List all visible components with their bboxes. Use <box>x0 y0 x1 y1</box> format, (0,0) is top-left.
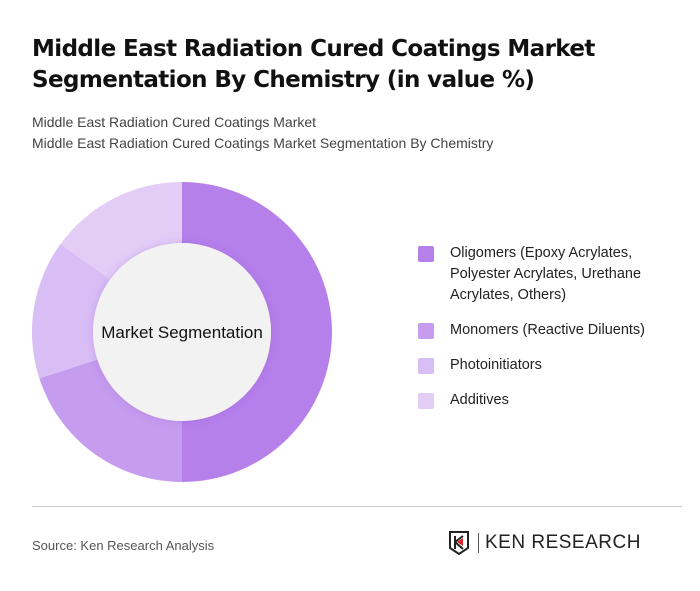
legend-item: Additives <box>418 390 678 411</box>
legend-item: Oligomers (Epoxy Acrylates, Polyester Ac… <box>418 243 678 306</box>
legend-label: Photoinitiators <box>450 357 542 373</box>
donut-slice-1 <box>39 359 182 482</box>
source-note: Source: Ken Research Analysis <box>32 538 215 553</box>
subtitle-market: Middle East Radiation Cured Coatings Mar… <box>32 114 317 130</box>
legend-swatch <box>418 323 434 339</box>
legend-swatch <box>418 393 434 409</box>
donut-center <box>93 243 271 421</box>
ken-research-logo: KEN RESEARCH <box>448 531 641 555</box>
divider <box>32 506 682 507</box>
chart-title: Middle East Radiation Cured Coatings Mar… <box>32 36 595 93</box>
legend-label: Additives <box>450 392 509 408</box>
subtitle-segmentation: Middle East Radiation Cured Coatings Mar… <box>32 135 494 151</box>
legend-swatch <box>418 246 434 262</box>
logo-text: KEN RESEARCH <box>478 533 641 553</box>
donut-slice-3 <box>60 182 183 280</box>
donut-slice-0 <box>182 182 332 482</box>
legend-label: Oligomers (Epoxy Acrylates, Polyester Ac… <box>450 245 642 303</box>
ken-logo-icon <box>449 531 469 555</box>
legend-label: Monomers (Reactive Diluents) <box>450 322 646 338</box>
legend-swatch <box>418 358 434 374</box>
legend-item: Photoinitiators <box>418 355 678 376</box>
center-label: Market Segmentation <box>101 323 263 342</box>
donut-slice-2 <box>32 243 110 379</box>
legend-item: Monomers (Reactive Diluents) <box>418 320 678 341</box>
legend: Oligomers (Epoxy Acrylates, Polyester Ac… <box>418 243 678 425</box>
